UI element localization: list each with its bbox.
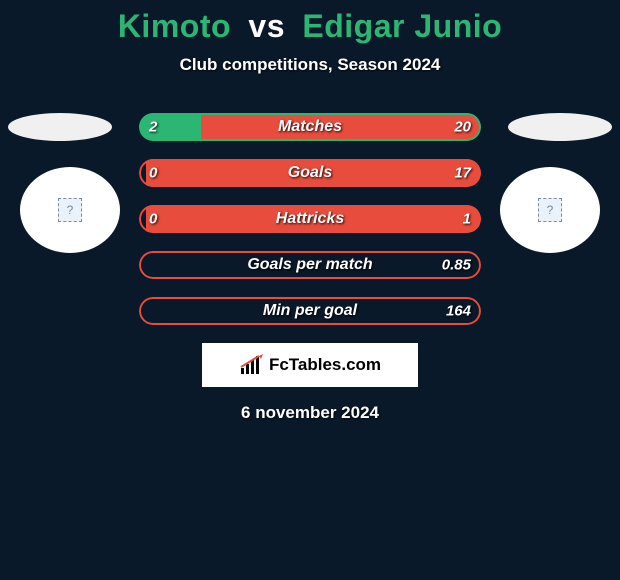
image-placeholder-icon: ? (58, 198, 82, 222)
flag-left (8, 113, 112, 141)
player1-name: Kimoto (118, 8, 231, 44)
page-title: Kimoto vs Edigar Junio (0, 0, 620, 45)
stat-label: Matches (278, 118, 342, 136)
stat-value-left: 2 (149, 119, 157, 136)
brand-text: FcTables.com (269, 355, 381, 375)
stat-value-left: 0 (149, 165, 157, 182)
image-placeholder-icon: ? (538, 198, 562, 222)
stat-value-left: 0 (149, 211, 157, 228)
brand-logo-icon (239, 354, 265, 376)
stat-row: Matches 2 20 (139, 113, 481, 141)
stat-row: Min per goal 164 (139, 297, 481, 325)
stat-label: Hattricks (276, 210, 344, 228)
stat-value-right: 20 (454, 119, 471, 136)
subtitle: Club competitions, Season 2024 (0, 55, 620, 75)
comparison-content: ? ? Matches 2 20 Goals 0 17 Hattricks 0 1 Goals p… (0, 113, 620, 423)
stat-value-right: 17 (454, 165, 471, 182)
stat-value-right: 1 (463, 211, 471, 228)
stat-label: Goals (288, 164, 332, 182)
player2-photo: ? (500, 167, 600, 253)
stat-value-right: 164 (446, 303, 471, 320)
flag-right (508, 113, 612, 141)
stat-bars: Matches 2 20 Goals 0 17 Hattricks 0 1 Goals per m… (139, 113, 481, 325)
player2-name: Edigar Junio (302, 8, 502, 44)
stat-value-right: 0.85 (442, 257, 471, 274)
vs-text: vs (248, 8, 285, 44)
date-text: 6 november 2024 (0, 403, 620, 423)
stat-row: Goals 0 17 (139, 159, 481, 187)
player1-photo: ? (20, 167, 120, 253)
stat-label: Min per goal (263, 302, 357, 320)
brand-badge: FcTables.com (202, 343, 418, 387)
stat-row: Goals per match 0.85 (139, 251, 481, 279)
stat-row: Hattricks 0 1 (139, 205, 481, 233)
stat-label: Goals per match (247, 256, 372, 274)
